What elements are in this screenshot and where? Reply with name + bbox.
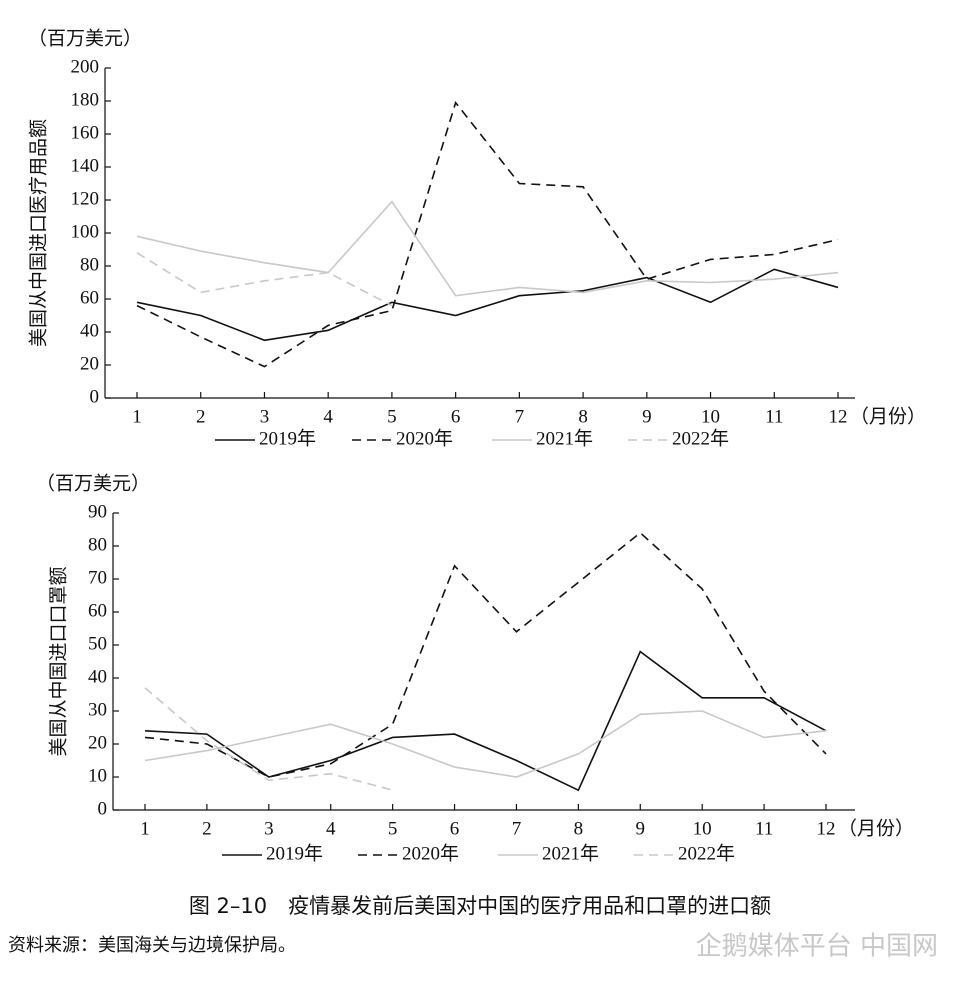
y-tick-label: 0 (90, 386, 100, 407)
line-series (136, 200, 839, 297)
y-tick-label: 70 (88, 567, 107, 588)
y-tick-label: 0 (98, 798, 108, 819)
legend-label: 2022年 (672, 427, 729, 449)
line-series (144, 650, 827, 792)
x-tick-label: 1 (132, 406, 142, 427)
x-tick-label: 2 (196, 406, 206, 427)
line-series (144, 710, 827, 778)
y-tick-label: 200 (71, 56, 100, 77)
y-tick-label: 50 (88, 633, 107, 654)
y-tick-label: 60 (88, 600, 107, 621)
x-tick-label: 11 (755, 818, 773, 839)
x-tick-label: 8 (578, 406, 588, 427)
x-tick-label: 12 (817, 818, 836, 839)
x-axis-label: （月份） (838, 817, 914, 839)
y-tick-label: 10 (88, 765, 107, 786)
y-tick-label: 80 (80, 254, 99, 275)
y-tick-label: 40 (88, 666, 107, 687)
x-tick-label: 4 (326, 818, 336, 839)
x-tick-label: 10 (701, 406, 720, 427)
y-tick-label: 20 (80, 353, 99, 374)
x-tick-label: 5 (387, 406, 397, 427)
y-tick-label: 160 (71, 122, 100, 143)
line-series (136, 100, 839, 368)
x-tick-label: 1 (140, 818, 150, 839)
x-tick-label: 6 (450, 818, 460, 839)
watermark: 企鹅媒体平台 中国网 (696, 932, 938, 962)
x-tick-label: 12 (829, 406, 848, 427)
y-tick-label: 180 (71, 89, 100, 110)
x-tick-label: 4 (323, 406, 333, 427)
unit-label: （百万美元） (36, 472, 150, 494)
x-tick-label: 10 (693, 818, 712, 839)
legend-label: 2021年 (536, 427, 593, 449)
line-series (144, 531, 827, 778)
x-tick-label: 5 (388, 818, 398, 839)
y-tick-label: 20 (88, 732, 107, 753)
x-axis-label: （月份） (850, 405, 926, 427)
legend-label: 2022年 (678, 842, 735, 864)
legend-label: 2019年 (259, 427, 316, 449)
x-tick-label: 9 (636, 818, 646, 839)
source: 资料来源：美国海关与边境保护局。 (8, 935, 296, 955)
legend-label: 2020年 (402, 842, 459, 864)
y-tick-label: 60 (80, 287, 99, 308)
y-tick-label: 140 (71, 155, 100, 176)
x-tick-label: 6 (451, 406, 461, 427)
y-tick-label: 30 (88, 699, 107, 720)
y-axis-label: 美国从中国进口口罩额 (47, 566, 69, 756)
x-tick-label: 2 (202, 818, 212, 839)
y-tick-label: 100 (71, 221, 100, 242)
x-tick-label: 9 (642, 406, 652, 427)
x-tick-label: 3 (264, 818, 274, 839)
y-tick-label: 80 (88, 534, 107, 555)
line-series (136, 252, 393, 307)
y-axis-label: 美国从中国进口医疗用品额 (27, 119, 49, 347)
x-tick-label: 3 (260, 406, 270, 427)
caption: 图 2–10 疫情暴发前后美国对中国的医疗用品和口罩的进口额 (189, 894, 771, 918)
x-tick-label: 11 (765, 406, 783, 427)
y-tick-label: 120 (71, 188, 100, 209)
y-tick-label: 40 (80, 320, 99, 341)
unit-label: （百万美元） (28, 27, 142, 49)
line-series (144, 687, 393, 791)
x-tick-label: 7 (512, 818, 522, 839)
y-tick-label: 90 (88, 501, 107, 522)
legend-label: 2019年 (266, 842, 323, 864)
legend-label: 2021年 (542, 842, 599, 864)
x-tick-label: 8 (574, 818, 584, 839)
x-tick-label: 7 (515, 406, 525, 427)
legend-label: 2020年 (396, 427, 453, 449)
line-series (136, 268, 839, 342)
